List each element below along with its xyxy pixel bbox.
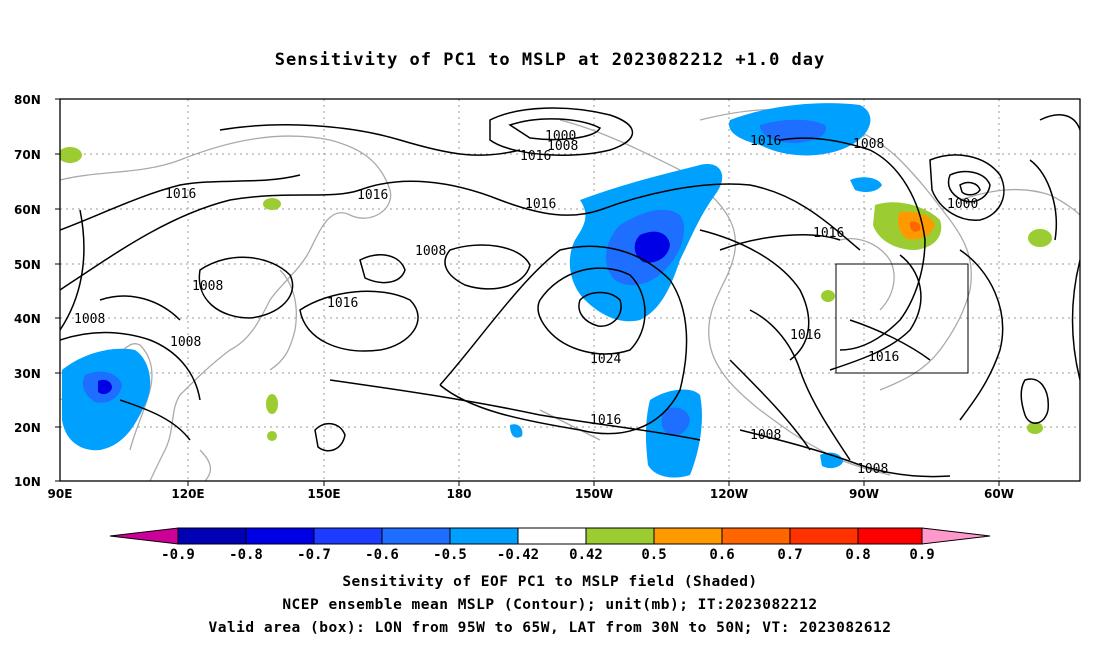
contour-label: 1016 bbox=[813, 226, 844, 241]
contour-label: 1016 bbox=[868, 350, 899, 365]
lat-label: 40N bbox=[14, 312, 41, 326]
contour-label: 1008 bbox=[750, 428, 781, 443]
lon-label: 60W bbox=[984, 487, 1014, 501]
colorbar-segment bbox=[177, 527, 247, 545]
lon-label: 180 bbox=[446, 487, 471, 501]
contour-label: 1016 bbox=[590, 413, 621, 428]
positive-shading-small-7 bbox=[267, 431, 277, 441]
colorbar-tick-label: 0.5 bbox=[641, 547, 666, 563]
colorbar-upper-arrow bbox=[921, 527, 991, 545]
positive-shading-small-6 bbox=[1027, 422, 1043, 434]
colorbar-segment bbox=[381, 527, 451, 545]
positive-shading-small-1 bbox=[1028, 229, 1052, 247]
contour-label: 1008 bbox=[74, 312, 105, 327]
caption-valid-area: Valid area (box): LON from 95W to 65W, L… bbox=[208, 620, 892, 636]
figure-title: Sensitivity of PC1 to MSLP at 2023082212… bbox=[274, 50, 826, 70]
sensitivity-shading bbox=[60, 103, 1052, 478]
colorbar-segment bbox=[653, 527, 723, 545]
lat-label: 80N bbox=[14, 93, 41, 107]
map-area: 1000 1008 1016 1016 1016 1008 1008 1016 … bbox=[60, 99, 1080, 481]
colorbar-lower-arrow bbox=[109, 527, 179, 545]
negative-shading-asia-inner bbox=[98, 379, 112, 395]
colorbar-tick-label: 0.9 bbox=[909, 547, 934, 563]
contour-label: 1016 bbox=[520, 149, 551, 164]
lat-label: 10N bbox=[14, 475, 41, 489]
negative-shading-arctic-core bbox=[760, 119, 826, 143]
colorbar-segment bbox=[449, 527, 519, 545]
coastlines bbox=[60, 108, 1080, 481]
colorbar-tick-label: -0.9 bbox=[161, 547, 195, 563]
contour-label: 1016 bbox=[327, 296, 358, 311]
contour-label: 1016 bbox=[750, 134, 781, 149]
colorbar-tick-label: 0.6 bbox=[709, 547, 734, 563]
contour-label: 1016 bbox=[790, 328, 821, 343]
colorbar-segment bbox=[517, 527, 587, 545]
axis-ticks bbox=[55, 98, 1000, 486]
mslp-contours bbox=[60, 107, 1080, 478]
positive-shading-small-5 bbox=[821, 290, 835, 302]
positive-shading-small-4 bbox=[266, 394, 278, 414]
valid-area-box bbox=[835, 263, 969, 374]
colorbar-segment bbox=[789, 527, 859, 545]
colorbar-tick-label: 0.42 bbox=[569, 547, 603, 563]
lon-label: 90W bbox=[849, 487, 879, 501]
negative-shading-small bbox=[510, 424, 523, 438]
caption-contour: NCEP ensemble mean MSLP (Contour); unit(… bbox=[282, 597, 818, 613]
lon-label: 120W bbox=[710, 487, 748, 501]
lat-label: 30N bbox=[14, 367, 41, 381]
positive-shading-small-3 bbox=[263, 198, 281, 210]
lon-label: 150E bbox=[307, 487, 340, 501]
lat-label: 20N bbox=[14, 421, 41, 435]
contour-label: 1008 bbox=[170, 335, 201, 350]
negative-shading-greenland bbox=[850, 177, 882, 193]
contour-label: 1016 bbox=[357, 188, 388, 203]
contour-label: 1024 bbox=[590, 352, 621, 367]
contour-label: 1016 bbox=[525, 197, 556, 212]
colorbar-tick-label: 0.8 bbox=[845, 547, 870, 563]
colorbar-tick-labels: -0.9 -0.8 -0.7 -0.6 -0.5 -0.42 0.42 0.5 … bbox=[161, 547, 935, 563]
colorbar-tick-label: -0.42 bbox=[497, 547, 539, 563]
colorbar-segment bbox=[585, 527, 655, 545]
colorbar-tick-label: -0.8 bbox=[229, 547, 263, 563]
lon-label: 120E bbox=[171, 487, 204, 501]
contour-labels: 1000 1008 1016 1016 1016 1008 1008 1016 … bbox=[74, 129, 978, 443]
colorbar-segment bbox=[245, 527, 315, 545]
colorbar-tick-label: -0.5 bbox=[433, 547, 467, 563]
colorbar-tick-label: -0.6 bbox=[365, 547, 399, 563]
positive-shading-small-2 bbox=[60, 147, 82, 163]
contour-label: 1000 bbox=[545, 129, 576, 144]
gridlines bbox=[60, 99, 1080, 481]
lat-label: 70N bbox=[14, 148, 41, 162]
lon-label: 90E bbox=[48, 487, 73, 501]
colorbar-segment bbox=[857, 527, 923, 545]
lat-label: 50N bbox=[14, 258, 41, 272]
negative-shading-subtropic-core bbox=[661, 407, 690, 436]
contour-label: 1008 bbox=[192, 279, 223, 294]
contour-label: 1008 bbox=[547, 139, 578, 154]
lon-label: 150W bbox=[575, 487, 613, 501]
positive-shading-atlantic-inner bbox=[909, 221, 921, 232]
colorbar: -0.9 -0.8 -0.7 -0.6 -0.5 -0.42 0.42 0.5 … bbox=[109, 527, 991, 563]
lat-label: 60N bbox=[14, 203, 41, 217]
contour-label: 1008 bbox=[853, 137, 884, 152]
map-frame bbox=[59, 98, 1081, 482]
contour-label: 1000 bbox=[947, 197, 978, 212]
caption-shading: Sensitivity of EOF PC1 to MSLP field (Sh… bbox=[342, 574, 758, 590]
colorbar-tick-label: -0.7 bbox=[297, 547, 331, 563]
contour-label: 1016 bbox=[165, 187, 196, 202]
negative-shading-pacific-inner bbox=[634, 231, 670, 263]
contour-label: 1008 bbox=[857, 462, 888, 477]
colorbar-segment bbox=[313, 527, 383, 545]
latitude-labels: 80N 70N 60N 50N 40N 30N 20N 10N bbox=[14, 93, 41, 489]
colorbar-tick-label: 0.7 bbox=[777, 547, 802, 563]
contour-label: 1008 bbox=[415, 244, 446, 259]
colorbar-segment bbox=[721, 527, 791, 545]
longitude-labels: 90E 120E 150E 180 150W 120W 90W 60W bbox=[48, 487, 1014, 501]
